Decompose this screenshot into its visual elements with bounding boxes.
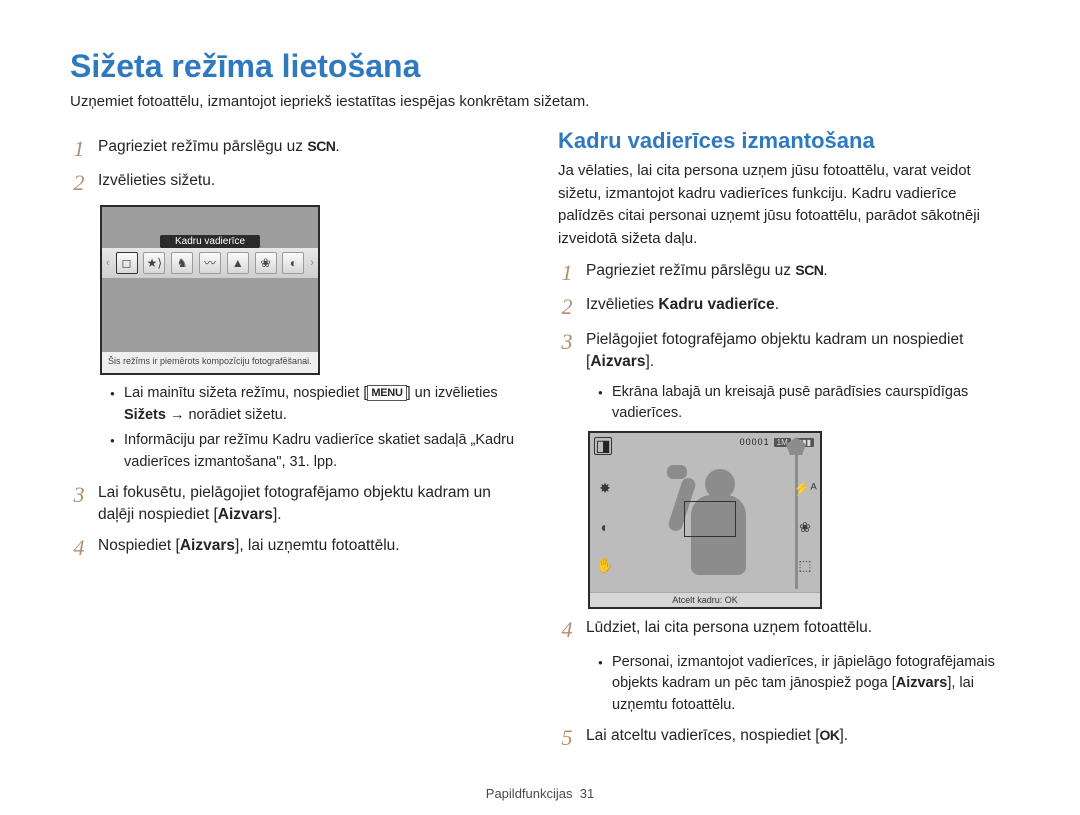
text-fragment: Lai fokusētu, pielāgojiet fotografējamo … — [98, 484, 491, 523]
text-fragment: Lai mainītu sižeta režīmu, nospiediet [ — [124, 385, 367, 401]
step-text: Pielāgojiet fotografējamo objektu kadram… — [586, 329, 1010, 374]
scene-strip: ‹ ◻ ★⟩ ♞ 〰 ▲ ❀ ◐ › — [102, 248, 318, 278]
menu-icon: MENU — [367, 385, 406, 401]
bullet-item: Ekrāna labajā un kreisajā pusē parādīsie… — [598, 382, 1010, 426]
left-step-2: 2 Izvēlieties sižetu. — [70, 170, 522, 196]
scene-tile: ♞ — [171, 252, 193, 274]
scene-label: Kadru vadierīce — [160, 235, 260, 248]
right-step-1: 1 Pagrieziet režīmu pārslēgu uz SCN. — [558, 260, 1010, 286]
text-fragment: Pagrieziet režīmu pārslēgu uz — [586, 262, 795, 279]
text-fragment: . — [335, 138, 339, 155]
step-number: 4 — [70, 535, 88, 561]
text-fragment: ], lai uzņemtu fotoattēlu. — [235, 537, 400, 554]
right-step-2: 2 Izvēlieties Kadru vadierīce. — [558, 294, 1010, 320]
right-column: Kadru vadierīces izmantošana Ja vēlaties… — [558, 128, 1010, 751]
bullet-item: Lai mainītu sižeta režīmu, nospiediet [M… — [110, 383, 522, 427]
step-number: 5 — [558, 725, 576, 751]
text-fragment: ] un izvēlieties — [407, 385, 498, 401]
intro-text: Uzņemiet fotoattēlu, izmantojot iepriekš… — [70, 93, 1010, 110]
scene-tile: ★⟩ — [143, 252, 165, 274]
text-fragment: . — [823, 262, 827, 279]
left-bullets: Lai mainītu sižeta režīmu, nospiediet [M… — [110, 383, 522, 474]
step-text: Lai atceltu vadierīces, nospiediet [OK]. — [586, 725, 1010, 747]
left-step-4: 4 Nospiediet [Aizvars], lai uzņemtu foto… — [70, 535, 522, 561]
right-step-4: 4 Lūdziet, lai cita persona uzņem fotoat… — [558, 617, 1010, 643]
guide-icon: ✋ — [596, 557, 613, 574]
left-step-1: 1 Pagrieziet režīmu pārslēgu uz SCN. — [70, 136, 522, 162]
text-fragment: Lai atceltu vadierīces, nospiediet [ — [586, 727, 820, 744]
scene-description: Šis režīms ir piemērots kompozīciju foto… — [102, 352, 318, 373]
text-fragment: Pagrieziet režīmu pārslēgu uz — [98, 138, 307, 155]
frame-guide-screenshot: ◨ 00001 1M ▮▮▮ ✸ ◐ ✋ ⚡ᴬ ❀ ⬚ Atcelt k — [588, 431, 822, 609]
bullet-item: Personai, izmantojot vadierīces, ir jāpi… — [598, 652, 1010, 717]
step-number: 4 — [558, 617, 576, 643]
section-intro: Ja vēlaties, lai cita persona uzņem jūsu… — [558, 160, 1010, 250]
step-text: Pagrieziet režīmu pārslēgu uz SCN. — [98, 136, 522, 158]
left-column: 1 Pagrieziet režīmu pārslēgu uz SCN. 2 I… — [70, 128, 522, 751]
page-footer: Papildfunkcijas 31 — [0, 786, 1080, 801]
bold-text: Aizvars — [590, 353, 645, 370]
right-bullets-4: Personai, izmantojot vadierīces, ir jāpi… — [598, 652, 1010, 717]
mode-icon: ◨ — [594, 437, 612, 455]
focus-frame — [684, 501, 736, 537]
guide-icon: ⬚ — [798, 557, 811, 574]
step-text: Izvēlieties sižetu. — [98, 170, 522, 192]
counter: 00001 — [740, 437, 770, 447]
left-guides: ✸ ◐ ✋ — [592, 469, 618, 585]
step-text: Izvēlieties Kadru vadierīce. — [586, 294, 1010, 316]
step-text: Nospiediet [Aizvars], lai uzņemtu fotoat… — [98, 535, 522, 557]
bullet-item: Informāciju par režīmu Kadru vadierīce s… — [110, 430, 522, 474]
footer-page: 31 — [580, 786, 594, 801]
text-fragment: ]. — [840, 727, 849, 744]
left-arrow-icon: ‹ — [106, 257, 110, 269]
step-text: Lai fokusētu, pielāgojiet fotografējamo … — [98, 482, 522, 527]
scene-tile: ❀ — [255, 252, 277, 274]
step-text: Pagrieziet režīmu pārslēgu uz SCN. — [586, 260, 1010, 282]
step-number: 2 — [70, 170, 88, 196]
step-text: Lūdziet, lai cita persona uzņem fotoattē… — [586, 617, 1010, 639]
text-fragment: → norādiet sižetu. — [166, 407, 287, 423]
guide-icon: ⚡ᴬ — [793, 480, 817, 497]
bold-text: Aizvars — [180, 537, 235, 554]
section-title: Kadru vadierīces izmantošana — [558, 128, 1010, 154]
text-fragment: ]. — [273, 506, 282, 523]
scn-icon: SCN — [307, 138, 335, 154]
right-guides: ⚡ᴬ ❀ ⬚ — [792, 469, 818, 585]
bold-text: Sižets — [124, 407, 166, 423]
scene-tile: ▲ — [227, 252, 249, 274]
right-step-3: 3 Pielāgojiet fotografējamo objektu kadr… — [558, 329, 1010, 374]
scene-tile: 〰 — [199, 252, 221, 274]
bold-text: Aizvars — [896, 675, 948, 691]
step-number: 1 — [70, 136, 88, 162]
bold-text: Kadru vadierīce — [658, 296, 774, 313]
step-number: 1 — [558, 260, 576, 286]
bold-text: Aizvars — [218, 506, 273, 523]
guide-icon: ❀ — [799, 519, 811, 536]
step-number: 3 — [558, 329, 576, 355]
text-fragment: Nospiediet [ — [98, 537, 180, 554]
page-title: Sižeta režīma lietošana — [70, 48, 1010, 85]
left-step-3: 3 Lai fokusētu, pielāgojiet fotografējam… — [70, 482, 522, 527]
guide-icon: ✸ — [599, 480, 611, 497]
screenshot-footer: Atcelt kadru: OK — [590, 592, 820, 607]
step-number: 2 — [558, 294, 576, 320]
scene-select-screenshot: Kadru vadierīce ‹ ◻ ★⟩ ♞ 〰 ▲ ❀ ◐ › Šis r… — [100, 205, 320, 375]
guide-icon: ◐ — [601, 519, 609, 535]
step-number: 3 — [70, 482, 88, 508]
text-fragment: Izvēlieties — [586, 296, 658, 313]
scn-icon: SCN — [795, 262, 823, 278]
scene-tile: ◐ — [282, 252, 304, 274]
ok-icon: OK — [820, 727, 840, 743]
right-step-5: 5 Lai atceltu vadierīces, nospiediet [OK… — [558, 725, 1010, 751]
text-fragment: ]. — [645, 353, 654, 370]
footer-section: Papildfunkcijas — [486, 786, 573, 801]
right-bullets-3: Ekrāna labajā un kreisajā pusē parādīsie… — [598, 382, 1010, 426]
scene-tile: ◻ — [116, 252, 138, 274]
columns: 1 Pagrieziet režīmu pārslēgu uz SCN. 2 I… — [70, 128, 1010, 751]
right-arrow-icon: › — [310, 257, 314, 269]
text-fragment: . — [775, 296, 779, 313]
